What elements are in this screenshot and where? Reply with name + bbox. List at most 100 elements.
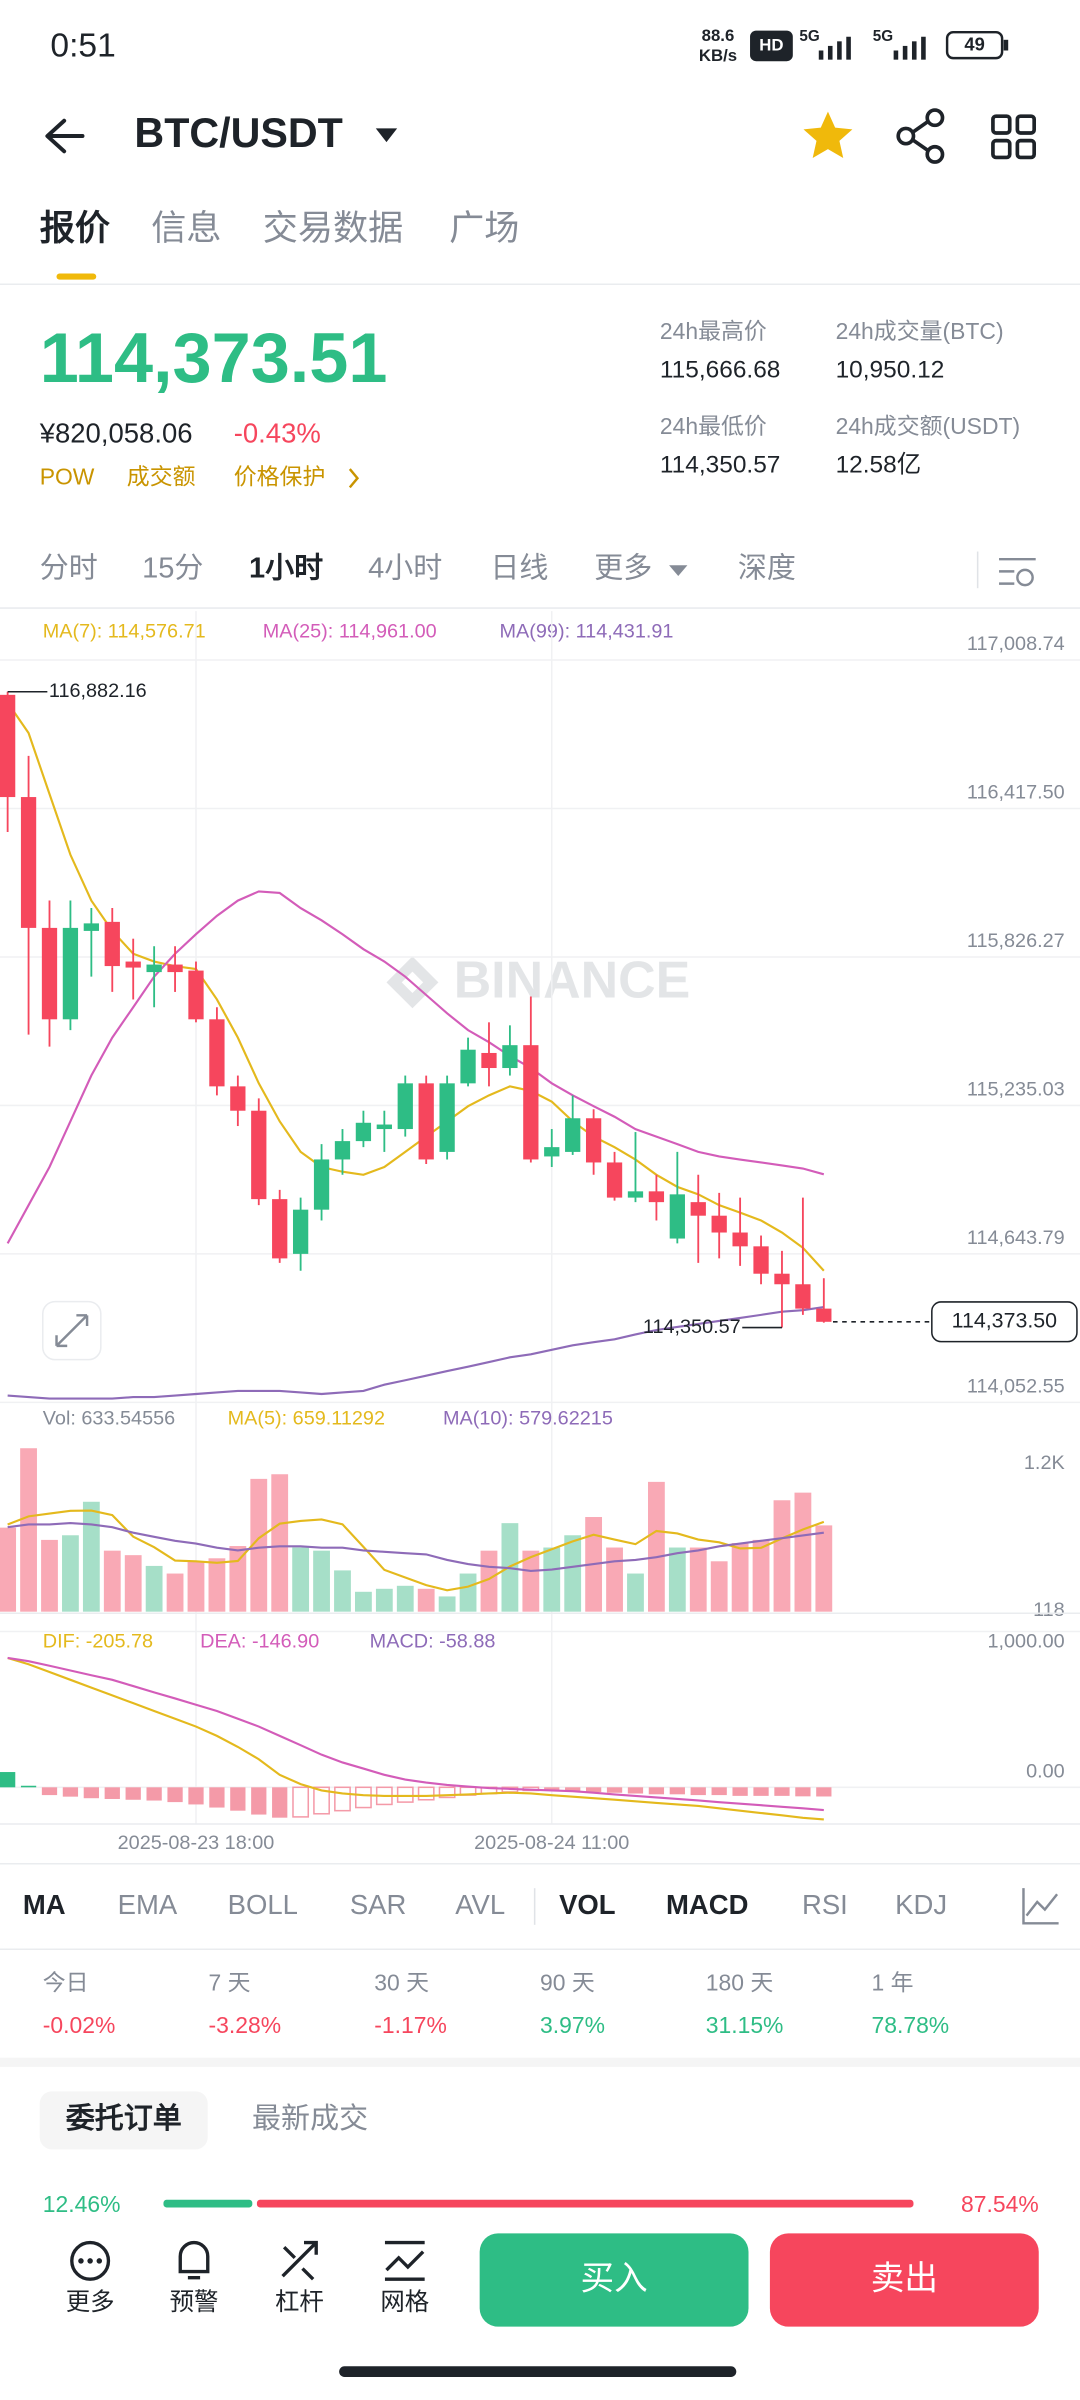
volume-bar (187, 1561, 205, 1612)
tab[interactable]: 广场 (449, 209, 519, 248)
nav-label[interactable]: 杠杆 (275, 2288, 324, 2316)
favorite-star[interactable] (803, 111, 853, 159)
order-tab[interactable]: 委托订单 (66, 2102, 182, 2135)
indicator-tab[interactable]: KDJ (895, 1889, 947, 1920)
perf-value: -3.28% (209, 2012, 282, 2038)
stat-label: 24h成交量(BTC) (836, 318, 1004, 344)
indicator-tab[interactable]: RSI (802, 1889, 848, 1920)
tag[interactable]: 价格保护 (234, 463, 326, 489)
tag[interactable]: POW (40, 463, 95, 489)
net-speed: 88.6 (702, 26, 735, 45)
order-tab[interactable]: 最新成交 (252, 2102, 368, 2135)
volume-bar (459, 1573, 477, 1612)
volume-bar (124, 1555, 142, 1612)
nav-label[interactable]: 更多 (66, 2288, 115, 2316)
macd-bar (104, 1787, 120, 1799)
macd-bar (272, 1787, 288, 1818)
stat-label: 24h成交额(USDT) (836, 413, 1021, 439)
macd-bar (230, 1787, 246, 1811)
candle-body (795, 1284, 811, 1309)
y-tick-label: 1.2K (1024, 1452, 1066, 1474)
pair-title[interactable]: BTC/USDT (134, 110, 342, 156)
interval[interactable]: 1小时 (249, 552, 323, 585)
macd-bar (565, 1787, 581, 1792)
indicator-tab[interactable]: EMA (118, 1889, 178, 1920)
perf-label: 90 天 (540, 1969, 595, 1995)
volume-bar (543, 1547, 561, 1612)
network-type: 5G (799, 28, 819, 45)
indicator-settings[interactable] (1022, 1888, 1059, 1925)
volume-bar (668, 1547, 686, 1612)
interval[interactable]: 15分 (142, 553, 203, 585)
volume-bar (710, 1561, 728, 1612)
perf-label: 30 天 (374, 1969, 429, 1995)
back-button[interactable] (45, 118, 85, 154)
order-tab-bg (39, 2091, 208, 2150)
network-type: 5G (873, 28, 893, 45)
indicator-tab[interactable]: MA (23, 1889, 66, 1920)
candle-body (41, 927, 58, 1020)
macd-bar (438, 1786, 456, 1799)
buy-button[interactable] (479, 2233, 749, 2327)
candle-body (502, 1045, 518, 1069)
indicator-tab[interactable]: AVL (455, 1889, 505, 1920)
macd-bar (732, 1787, 748, 1796)
macd-bar (648, 1787, 665, 1795)
volume-bar (417, 1588, 435, 1612)
candle-body (188, 970, 204, 1020)
macd-bar (396, 1786, 414, 1803)
volume-bar (627, 1573, 644, 1612)
candle-body (418, 1083, 434, 1160)
perf-value: 3.97% (540, 2012, 605, 2038)
indicator-tab[interactable]: VOL (559, 1889, 616, 1920)
nav-label[interactable]: 预警 (170, 2288, 219, 2316)
interval[interactable]: 分时 (40, 552, 98, 585)
buy-label[interactable]: 买入 (580, 2261, 647, 2298)
low-label: 114,350.57 (643, 1316, 741, 1338)
interval[interactable]: 深度 (738, 552, 796, 585)
indicator-tab[interactable]: SAR (350, 1889, 407, 1920)
sell-button[interactable] (769, 2233, 1039, 2327)
interval[interactable]: 日线 (490, 552, 548, 585)
volume-bar (103, 1550, 121, 1612)
ma-line (7, 1306, 824, 1400)
tag-chevron (348, 468, 360, 489)
candle-body (669, 1194, 685, 1239)
share-button[interactable] (896, 108, 945, 164)
volume-bar (145, 1565, 163, 1612)
candle-body (816, 1308, 832, 1322)
layout-button[interactable] (991, 114, 1037, 160)
signal-icon (893, 36, 926, 60)
candle-body (523, 1045, 539, 1160)
candle-body (209, 1019, 225, 1087)
volume-bar (250, 1478, 268, 1612)
tab[interactable]: 报价 (40, 209, 111, 248)
volume-bar (334, 1570, 351, 1612)
candle-body (376, 1124, 392, 1130)
macd-legend: DEA: -146.90 (200, 1630, 319, 1652)
candle-body (711, 1215, 727, 1233)
tab[interactable]: 交易数据 (263, 209, 404, 248)
perf-label: 1 年 (871, 1969, 913, 1995)
sell-label[interactable]: 卖出 (871, 2260, 938, 2298)
perf-label: 7 天 (209, 1969, 251, 1995)
interval[interactable]: 更多 (594, 552, 652, 585)
chart-settings[interactable] (999, 557, 1036, 587)
tab[interactable]: 信息 (151, 209, 221, 248)
more-caret (669, 565, 688, 576)
ma-line (6, 702, 825, 1272)
vol-ma-legend: MA(10): 579.62215 (443, 1407, 613, 1429)
indicator-tab[interactable]: BOLL (228, 1889, 298, 1920)
tag[interactable]: 成交额 (127, 463, 196, 489)
fiat-price: ¥820,058.06 (39, 418, 193, 449)
nav-dots (78, 2258, 103, 2264)
pair-dropdown[interactable] (375, 128, 398, 143)
nav-label[interactable]: 网格 (380, 2288, 429, 2316)
macd-bar (167, 1787, 183, 1803)
macd-bar (313, 1786, 330, 1815)
volume-bar (794, 1492, 812, 1612)
volume-bar (208, 1558, 226, 1612)
ma-line (7, 1522, 824, 1572)
indicator-tab[interactable]: MACD (666, 1889, 748, 1920)
interval[interactable]: 4小时 (368, 552, 442, 585)
